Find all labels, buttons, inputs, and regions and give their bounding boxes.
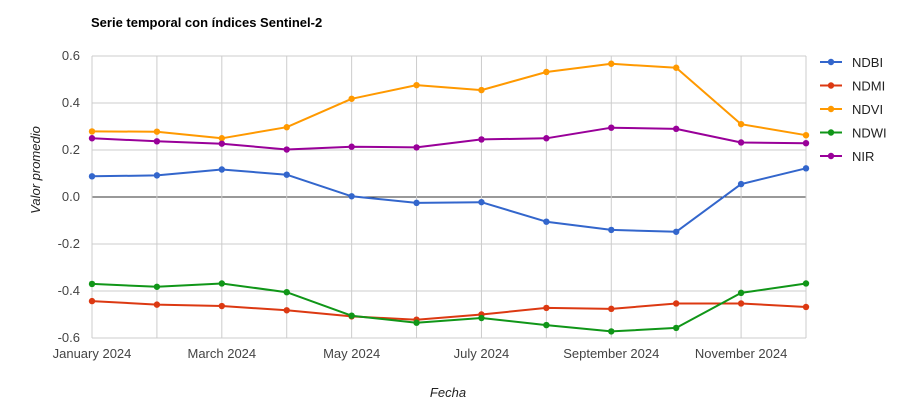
data-point-ndmi[interactable]	[608, 305, 615, 313]
data-point-ndbi[interactable]	[543, 218, 550, 225]
data-point-nir[interactable]	[672, 125, 680, 133]
legend-swatch-dot	[827, 82, 835, 89]
y-tick-label: -0.6	[58, 330, 80, 345]
data-point-ndbi[interactable]	[348, 193, 355, 200]
legend: NDBI NDMI NDVI NDWI NIR	[820, 55, 887, 164]
data-point-nir[interactable]	[737, 139, 745, 146]
x-tick-label: March 2024	[187, 346, 256, 361]
data-point-nir[interactable]	[283, 146, 290, 153]
data-point-nir[interactable]	[543, 135, 550, 142]
data-point-ndvi[interactable]	[478, 86, 485, 94]
y-tick-label: -0.4	[58, 283, 80, 298]
data-point-ndbi[interactable]	[478, 198, 485, 206]
data-point-ndbi[interactable]	[802, 165, 810, 172]
data-point-ndwi[interactable]	[478, 314, 485, 322]
data-point-ndmi[interactable]	[672, 300, 680, 307]
y-tick-label: 0.4	[62, 95, 80, 110]
legend-label: NIR	[852, 149, 874, 164]
x-tick-label: July 2024	[454, 346, 510, 361]
data-point-ndbi[interactable]	[608, 226, 615, 234]
data-point-ndvi[interactable]	[153, 128, 161, 135]
data-point-ndvi[interactable]	[672, 64, 680, 71]
data-point-ndmi[interactable]	[283, 307, 290, 314]
y-tick-label: 0.6	[62, 48, 80, 63]
data-point-ndwi[interactable]	[737, 289, 745, 297]
data-point-nir[interactable]	[478, 136, 485, 143]
data-point-ndmi[interactable]	[88, 297, 96, 305]
legend-label: NDWI	[852, 126, 887, 141]
data-point-ndmi[interactable]	[218, 302, 226, 310]
y-tick-label: 0.2	[62, 142, 80, 157]
data-point-ndvi[interactable]	[413, 81, 420, 89]
data-point-ndwi[interactable]	[348, 312, 355, 319]
y-tick-label: 0.0	[62, 189, 80, 204]
x-tick-label: January 2024	[53, 346, 132, 361]
data-point-ndwi[interactable]	[153, 283, 161, 290]
data-point-ndvi[interactable]	[88, 128, 96, 135]
legend-item-nir[interactable]: NIR	[820, 149, 874, 164]
legend-swatch-dot	[827, 152, 835, 160]
legend-swatch-dot	[827, 129, 835, 136]
data-point-ndvi[interactable]	[348, 95, 355, 102]
legend-item-ndbi[interactable]: NDBI	[820, 55, 883, 70]
data-point-nir[interactable]	[88, 135, 96, 142]
data-point-ndbi[interactable]	[88, 173, 96, 180]
x-tick-label: September 2024	[563, 346, 659, 361]
data-point-ndwi[interactable]	[802, 280, 810, 287]
legend-label: NDVI	[852, 102, 883, 117]
data-point-ndwi[interactable]	[543, 321, 550, 329]
data-point-ndwi[interactable]	[413, 319, 420, 326]
data-point-ndbi[interactable]	[153, 172, 161, 179]
legend-item-ndvi[interactable]: NDVI	[820, 102, 883, 117]
data-point-ndbi[interactable]	[672, 228, 680, 235]
data-point-ndmi[interactable]	[802, 303, 810, 311]
data-point-ndmi[interactable]	[543, 304, 550, 312]
x-tick-labels: January 2024 March 2024 May 2024 July 2024 S…	[53, 346, 788, 361]
series-line-nir	[91, 126, 807, 151]
x-axis-label: Fecha	[430, 385, 466, 400]
data-point-ndwi[interactable]	[283, 288, 290, 296]
data-point-ndvi[interactable]	[737, 120, 745, 128]
data-point-nir[interactable]	[413, 144, 420, 151]
data-point-ndvi[interactable]	[543, 68, 550, 76]
data-point-ndwi[interactable]	[88, 280, 96, 288]
grid-lines	[91, 55, 807, 339]
legend-item-ndmi[interactable]: NDMI	[820, 79, 885, 94]
legend-item-ndwi[interactable]: NDWI	[820, 126, 887, 141]
series-line-ndbi	[91, 167, 807, 233]
data-point-ndbi[interactable]	[737, 180, 745, 188]
data-point-ndvi[interactable]	[218, 135, 226, 142]
series-lines	[88, 60, 810, 335]
series-line-ndwi	[91, 282, 807, 333]
data-point-ndbi[interactable]	[413, 199, 420, 207]
data-point-nir[interactable]	[218, 140, 226, 147]
series-line-ndvi	[91, 62, 807, 140]
data-point-ndbi[interactable]	[283, 171, 290, 178]
data-point-nir[interactable]	[608, 124, 615, 131]
chart-title: Serie temporal con índices Sentinel-2	[91, 15, 323, 30]
data-point-ndwi[interactable]	[672, 324, 680, 332]
legend-label: NDMI	[852, 79, 885, 94]
data-point-ndwi[interactable]	[608, 328, 615, 335]
x-tick-label: May 2024	[323, 346, 380, 361]
legend-swatch-dot	[827, 58, 835, 66]
data-point-ndwi[interactable]	[218, 280, 226, 287]
data-point-ndmi[interactable]	[153, 301, 161, 308]
y-tick-labels: 0.6 0.4 0.2 0.0 -0.2 -0.4 -0.6	[58, 48, 80, 345]
legend-label: NDBI	[852, 55, 883, 70]
y-axis-label: Valor promedio	[28, 126, 43, 214]
data-point-ndvi[interactable]	[608, 60, 615, 67]
data-point-ndmi[interactable]	[737, 300, 745, 307]
data-point-nir[interactable]	[802, 139, 810, 147]
data-point-nir[interactable]	[153, 138, 161, 145]
data-point-ndvi[interactable]	[802, 131, 810, 139]
data-point-nir[interactable]	[348, 143, 355, 150]
x-tick-label: November 2024	[695, 346, 788, 361]
data-point-ndbi[interactable]	[218, 166, 226, 173]
y-tick-label: -0.2	[58, 236, 80, 251]
legend-swatch-dot	[827, 105, 835, 113]
series-line-ndmi	[91, 300, 807, 321]
data-point-ndvi[interactable]	[283, 124, 290, 131]
